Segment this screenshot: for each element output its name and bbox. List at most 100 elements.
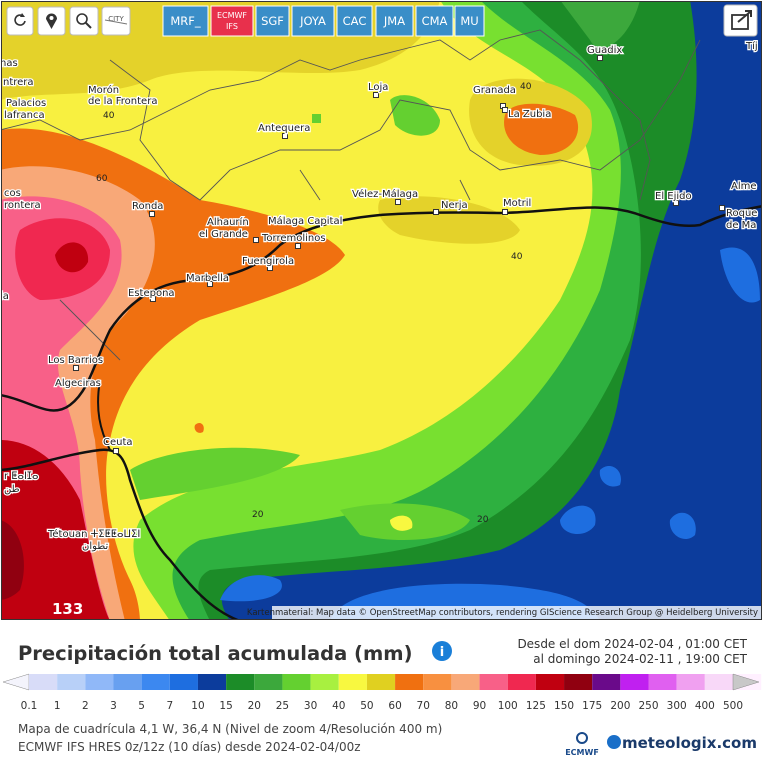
legend-swatch [29,674,58,690]
place-label: Guadix [587,45,622,56]
model-button[interactable]: CAC [336,5,373,37]
contour-label: 60 [96,174,108,184]
model-label: MRF_ [170,14,201,28]
info-icon[interactable]: i [432,641,452,661]
max-value-label: 133 [52,600,83,618]
place-label: Estepona [128,288,175,299]
legend-label: 7 [166,700,173,712]
place-label: Vélez-Málaga [352,188,418,200]
legend-swatch [423,674,452,690]
contour-label: 20 [252,510,264,520]
place-dot [433,209,439,215]
model-button-bg [375,5,414,37]
model-button[interactable]: ECMWF IFS [210,5,254,37]
legend-label: 10 [191,700,204,712]
legend-label: 30 [304,700,317,712]
place-label: Algeciras [55,378,101,389]
place-dot [597,55,603,61]
place-label: El Ejido [655,191,692,202]
place-dot [113,448,119,454]
place-label: el Grande [199,229,248,240]
legend-label: 0.1 [21,700,38,712]
legend-swatch [620,674,649,690]
place-dot [719,205,725,211]
legend-label: 2 [82,700,89,712]
brand: meteologix.com [607,734,757,752]
model-info: ECMWF IFS HRES 0z/12z (10 días) desde 20… [18,740,361,754]
place-label: Ceuta [103,437,133,448]
place-dot [267,265,273,271]
legend-swatch [564,674,593,690]
zoom-button[interactable] [69,6,99,36]
place-dot [673,200,679,206]
grid-info: Mapa de cuadrícula 4,1 W, 36,4 N (Nivel … [18,722,442,736]
legend-swatch [704,674,733,690]
legend-label: 3 [110,700,117,712]
contour-label: 40 [511,252,523,262]
place-dot [207,281,213,287]
model-button[interactable]: JOYA [291,5,335,37]
legend-label: 15 [219,700,232,712]
model-label: JOYA [299,14,326,28]
legend-swatch [479,674,508,690]
legend-label: 25 [276,700,289,712]
contour-label: 40 [520,82,532,92]
place-dot [502,107,508,113]
place-dot [502,209,508,215]
place-label: طن [4,484,20,495]
legend-label: 250 [638,700,658,712]
legend-swatch [451,674,480,690]
place-label: Loja [368,82,388,93]
location-button[interactable] [37,6,66,36]
legend-swatch [338,674,367,690]
legend-label: 400 [695,700,715,712]
place-label: Málaga Capital [268,215,342,227]
place-label: Antequera [258,123,310,134]
legend-swatch [254,674,283,690]
legend-label: 40 [332,700,345,712]
model-button[interactable]: MRF_ [162,5,209,37]
legend-swatch [535,674,565,690]
legend-label: 500 [723,700,743,712]
place-label: Nerja [441,200,468,211]
place-label: Roque [726,208,757,219]
place-label: Torremolinos [261,233,326,244]
legend-swatch [169,674,198,690]
place-label: Alhaurín [207,216,249,228]
model-label: CMA [422,14,448,28]
legend-arrow [732,673,760,691]
model-label: CAC [343,14,367,28]
place-label: Motril [503,198,531,209]
svg-text:i: i [440,645,444,660]
legend-label: 5 [138,700,145,712]
model-button[interactable]: CMA [415,5,454,37]
place-label: Fuengirola [242,256,294,267]
place-label: Tíj [745,40,758,52]
model-button-bg [415,5,454,37]
legend-swatch [85,674,114,690]
legend-swatch [507,674,536,690]
place-label: Ronda [132,201,163,212]
contour-label: 20 [477,515,489,525]
attribution: Kartenmaterial: Map data © OpenStreetMap… [247,608,758,618]
city-button[interactable]: CITY [101,6,131,36]
place-label: de la Frontera [88,96,157,107]
place-dot [149,211,155,217]
model-button[interactable]: MU [454,5,485,37]
place-dot [73,365,79,371]
share-button[interactable] [723,4,758,37]
model-button-bg [336,5,373,37]
model-button[interactable]: JMA [375,5,414,37]
reload-button[interactable] [6,6,34,36]
model-button[interactable]: SGF [255,5,290,37]
ecmwf-label: ECMWF [565,748,599,757]
legend-label: 80 [445,700,458,712]
legend-label: 70 [417,700,430,712]
legend-label: 300 [667,700,687,712]
place-dot [295,243,301,249]
place-label: La Zubia [508,109,551,120]
legend-swatch [395,674,424,690]
place-label: Morón [88,84,119,96]
